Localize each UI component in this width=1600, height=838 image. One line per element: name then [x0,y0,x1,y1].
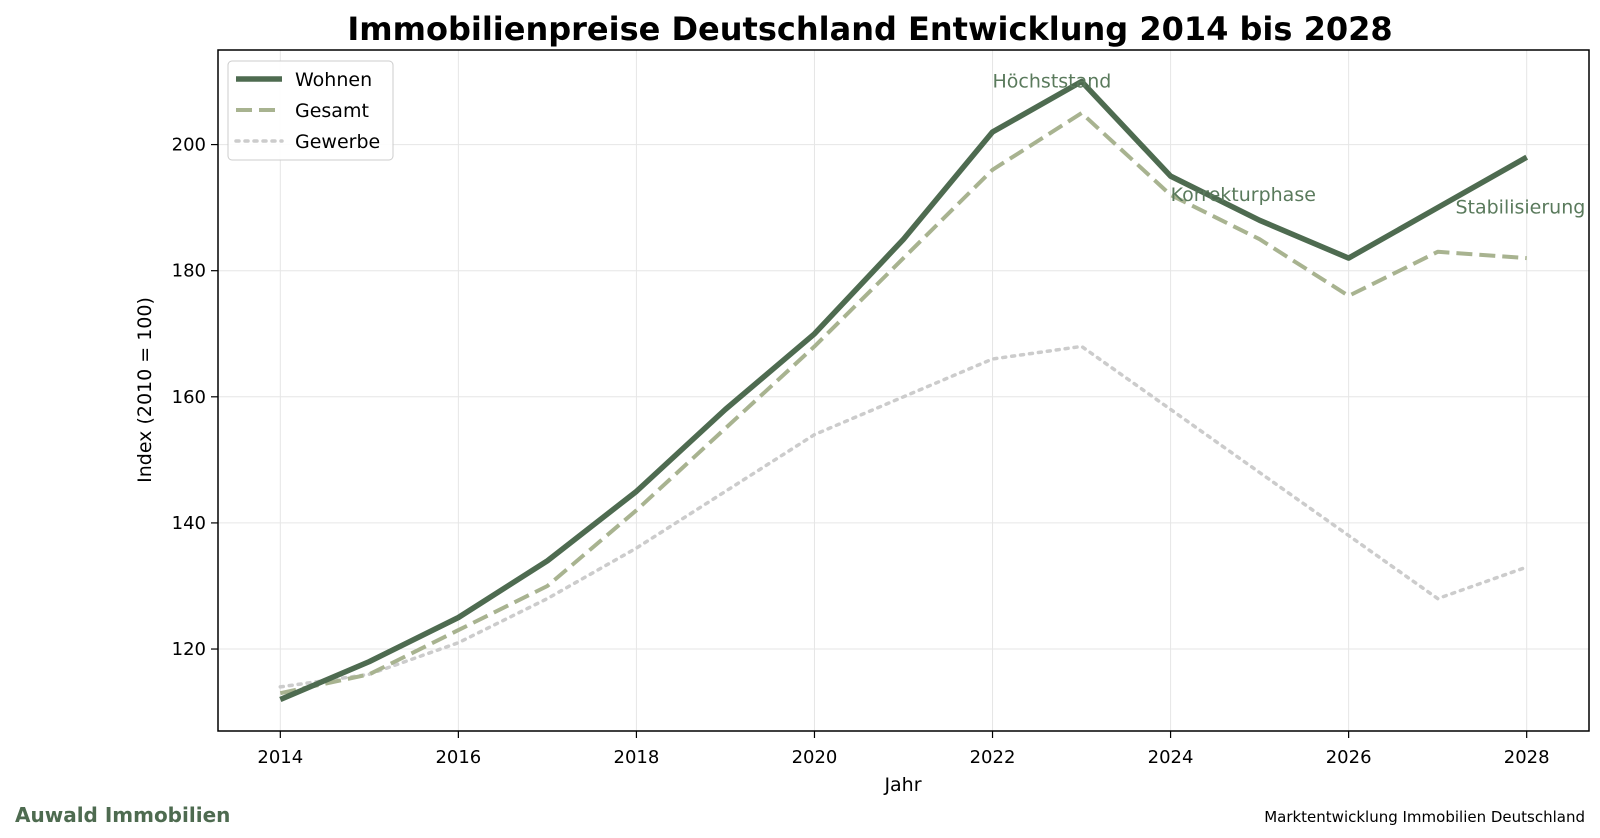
x-tick-label: 2022 [970,747,1016,768]
x-tick-label: 2024 [1148,747,1194,768]
brand-logo-text: Auwald Immobilien [15,803,230,827]
annotation-label: Stabilisierung [1455,197,1585,219]
x-tick-label: 2020 [792,747,838,768]
y-tick-label: 180 [172,261,206,282]
x-tick-label: 2014 [257,747,303,768]
legend: Wohnen Gesamt Gewerbe [227,60,394,161]
legend-label-gesamt: Gesamt [295,100,369,122]
annotation-label: Höchststand [993,71,1112,93]
series-line-gesamt [279,111,1527,696]
legend-label-wohnen: Wohnen [295,69,372,91]
series-line-gewerbe [278,344,1529,689]
legend-label-gewerbe: Gewerbe [295,131,380,153]
y-tick-label: 160 [172,387,206,408]
plot-frame [217,49,1590,732]
footer-caption: Marktentwicklung Immobilien Deutschland [1264,808,1585,826]
y-axis-label: Index (2010 = 100) [134,297,156,483]
chart-title: Immobilienpreise Deutschland Entwicklung… [347,10,1392,48]
x-tick-label: 2018 [614,747,660,768]
grid [218,50,1589,731]
x-tick-label: 2028 [1504,747,1550,768]
x-tick-label: 2016 [435,747,481,768]
y-tick-label: 120 [172,639,206,660]
x-axis: 2014 2016 2018 2020 2022 2024 2026 2028 [257,731,1550,768]
annotation-label: Korrekturphase [1171,184,1316,206]
y-tick-label: 140 [172,513,206,534]
annotations: Höchststand Korrekturphase Stabilisierung [993,71,1586,219]
x-axis-label: Jahr [883,774,921,796]
series-layer [278,78,1529,703]
y-axis: 120 140 160 180 200 [172,135,218,660]
legend-box [227,60,394,161]
series-line-wohnen [279,78,1529,703]
x-tick-label: 2026 [1326,747,1372,768]
y-tick-label: 200 [172,135,206,156]
